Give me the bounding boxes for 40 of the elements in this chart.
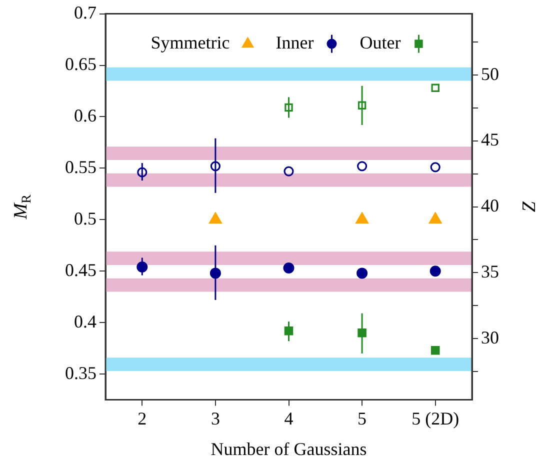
- point: [283, 262, 294, 274]
- y-tick-label: 0.6: [74, 105, 96, 126]
- y-tick-label: 0.65: [65, 54, 96, 74]
- point: [284, 166, 294, 176]
- y-tick-label: 0.55: [65, 156, 96, 177]
- point: [356, 268, 368, 279]
- y2-tick-label: 40: [481, 196, 499, 216]
- x-tick-label: 3: [210, 408, 220, 428]
- y2-axis-title: Z: [519, 201, 540, 212]
- x-tick-label: 4: [284, 408, 294, 428]
- y-axis-title: MR: [10, 194, 34, 220]
- point: [284, 103, 293, 112]
- point: [430, 162, 440, 172]
- legend-label: Inner: [276, 32, 314, 53]
- y-tick-label: 0.45: [65, 260, 96, 280]
- y2-tick-label: 50: [481, 64, 499, 84]
- point: [137, 167, 148, 178]
- x-tick-label: 2: [138, 408, 147, 428]
- point: [431, 84, 440, 92]
- y2-tick-label: 30: [481, 327, 499, 348]
- point: [284, 326, 294, 336]
- point: [358, 328, 366, 338]
- x-axis-title: Number of Gaussians: [210, 438, 367, 459]
- point: [357, 161, 368, 172]
- point: [210, 268, 221, 279]
- y-tick-label: 0.4: [74, 311, 96, 332]
- point: [358, 101, 366, 110]
- y-tick-label: 0.5: [74, 208, 96, 228]
- y-tick-label: 0.35: [65, 362, 96, 383]
- y-tick-label: 0.7: [74, 2, 96, 23]
- point: [136, 262, 148, 273]
- legend-label: Symmetric: [150, 32, 230, 53]
- point: [210, 161, 220, 172]
- point: [430, 266, 441, 277]
- x-tick-label: 5: [358, 408, 367, 428]
- point: [430, 346, 440, 355]
- x-tick-label: 5 (2D): [412, 408, 460, 428]
- legend-label: Outer: [360, 32, 401, 53]
- y2-tick-label: 45: [481, 130, 499, 150]
- y2-tick-label: 35: [481, 261, 499, 282]
